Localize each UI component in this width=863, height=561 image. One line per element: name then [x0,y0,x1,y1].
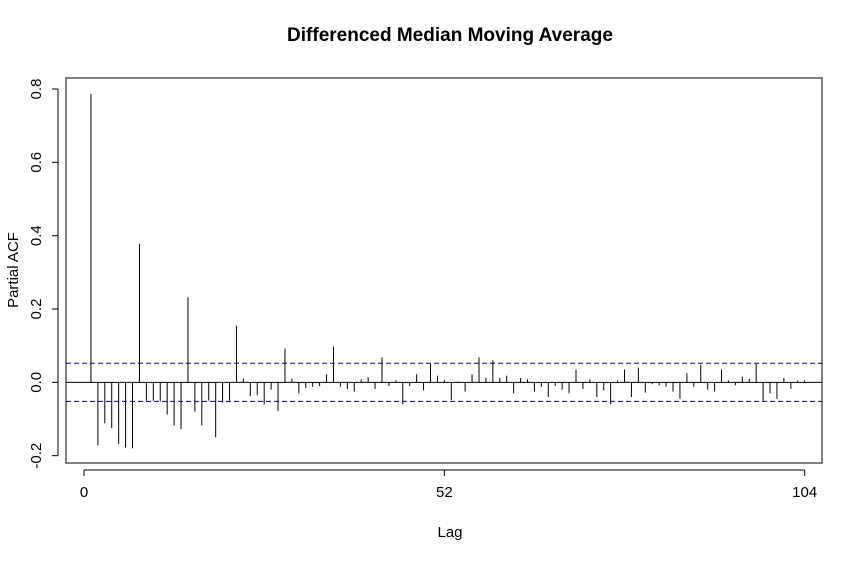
y-axis-label: Partial ACF [5,232,22,308]
y-tick-label: 0.0 [28,372,45,393]
x-tick-label: 0 [80,484,88,501]
y-tick-label: 0.6 [28,152,45,173]
y-tick-label: -0.2 [28,443,45,469]
y-tick-label: 0.2 [28,299,45,320]
y-tick-label: 0.4 [28,225,45,246]
y-tick-label: 0.8 [28,79,45,100]
x-tick-label: 52 [436,484,453,501]
chart-title: Differenced Median Moving Average [287,25,613,46]
plot-frame [65,77,823,464]
x-axis-label: Lag [437,524,462,541]
x-tick-label: 104 [792,484,817,501]
